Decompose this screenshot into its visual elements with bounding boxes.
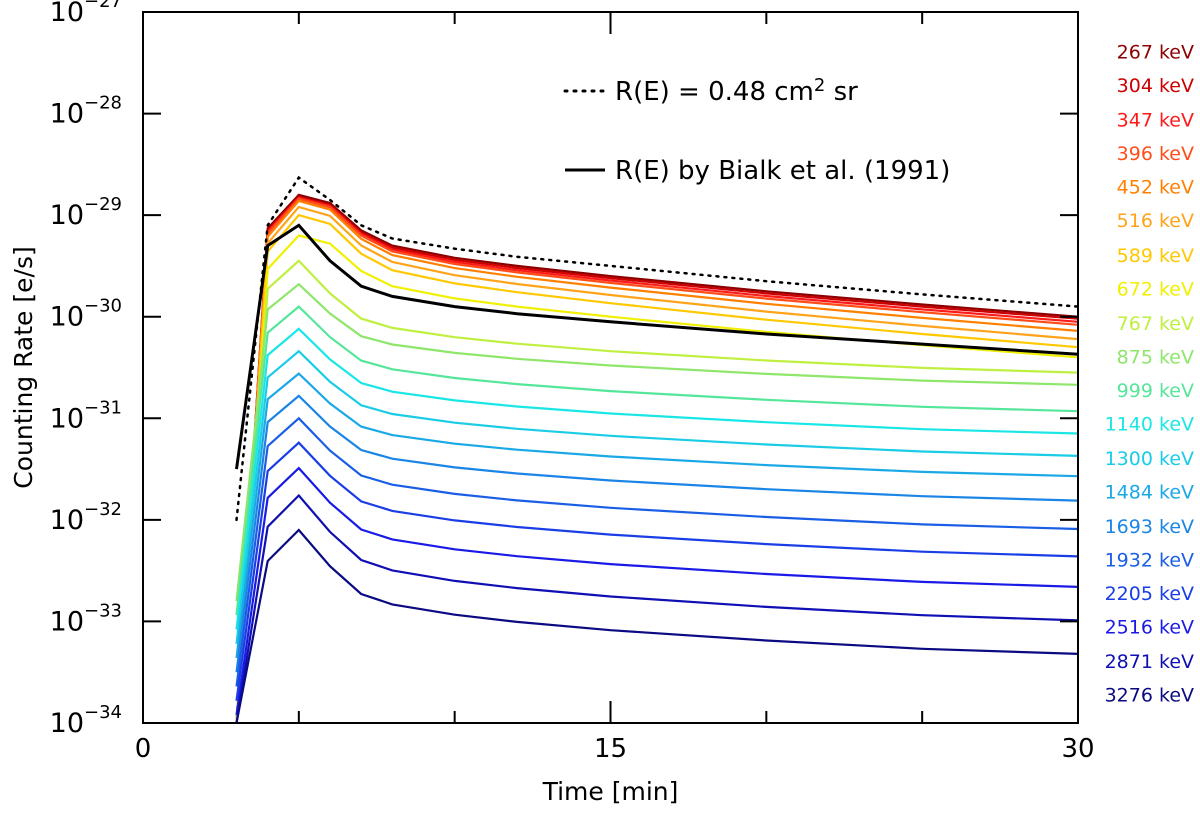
axis-ticks xyxy=(142,11,1079,724)
energy-label: 1932 keV xyxy=(1105,549,1194,571)
series-line xyxy=(235,528,1079,724)
energy-label: 2205 keV xyxy=(1105,583,1194,605)
energy-label: 2871 keV xyxy=(1105,651,1194,673)
y-tick-label: 10−32 xyxy=(50,499,122,536)
energy-label: 589 keV xyxy=(1117,245,1194,267)
energy-label: 2516 keV xyxy=(1105,617,1194,639)
energy-label: 452 keV xyxy=(1117,177,1194,199)
x-tick-labels: 0 15 30 xyxy=(135,734,1095,764)
series-line xyxy=(235,259,1079,724)
series-line xyxy=(235,282,1079,602)
energy-label: 1140 keV xyxy=(1105,413,1194,435)
series-line xyxy=(235,197,1079,724)
y-tick-label: 10−34 xyxy=(50,702,122,739)
x-tick-label: 30 xyxy=(1061,734,1094,764)
energy-label: 267 keV xyxy=(1117,42,1194,64)
series-line xyxy=(235,416,1079,687)
series-line xyxy=(235,372,1079,659)
energy-label: 396 keV xyxy=(1117,143,1194,165)
bialk-curve-line xyxy=(235,223,1079,470)
series-line xyxy=(235,327,1079,630)
series-line xyxy=(235,196,1079,724)
y-tick-label: 10−31 xyxy=(50,397,122,434)
y-tick-label: 10−30 xyxy=(50,296,122,333)
series-line xyxy=(235,493,1079,724)
series-line xyxy=(235,305,1079,616)
y-tick-label: 10−33 xyxy=(50,600,122,637)
energy-labels: 267 keV 304 keV 347 keV 396 keV 452 keV 516 k… xyxy=(1105,42,1194,707)
energy-label: 1300 keV xyxy=(1105,448,1194,470)
series-line xyxy=(235,213,1079,724)
energy-label: 3276 keV xyxy=(1105,685,1194,707)
series-line xyxy=(235,193,1079,724)
y-tick-label: 10−27 xyxy=(50,0,122,28)
energy-label: 875 keV xyxy=(1117,346,1194,368)
x-axis-label: Time [min] xyxy=(542,777,679,806)
legend: R(E) = 0.48 cm2 sr R(E) by Bialk et al. (… xyxy=(563,75,950,186)
series-line xyxy=(235,234,1079,724)
x-tick-label: 0 xyxy=(135,734,152,764)
series-line xyxy=(235,349,1079,644)
energy-label: 672 keV xyxy=(1117,278,1194,300)
series-line xyxy=(235,205,1079,724)
legend-label: R(E) by Bialk et al. (1991) xyxy=(615,156,950,186)
series-line xyxy=(235,466,1079,716)
energy-label: 999 keV xyxy=(1117,380,1194,402)
energy-label: 1693 keV xyxy=(1105,516,1194,538)
series-line xyxy=(235,394,1079,673)
y-tick-label: 10−29 xyxy=(50,194,122,231)
energy-label: 516 keV xyxy=(1117,210,1194,232)
energy-label: 767 keV xyxy=(1117,313,1194,335)
energy-label: 347 keV xyxy=(1117,110,1194,132)
dotted-reference-line xyxy=(235,175,1080,522)
energy-label: 304 keV xyxy=(1117,75,1194,97)
y-tick-label: 10−28 xyxy=(50,93,122,130)
series-line xyxy=(235,441,1079,701)
y-axis-label: Counting Rate [e/s] xyxy=(9,246,38,488)
energy-label: 1484 keV xyxy=(1105,481,1194,503)
y-tick-labels: 10−27 10−28 10−29 10−30 10−31 10−32 10−33 10−34 xyxy=(50,0,122,739)
x-tick-label: 15 xyxy=(594,734,627,764)
curves-layer xyxy=(235,175,1080,724)
legend-label: R(E) = 0.48 cm2 sr xyxy=(615,75,858,107)
series-line xyxy=(235,199,1079,724)
